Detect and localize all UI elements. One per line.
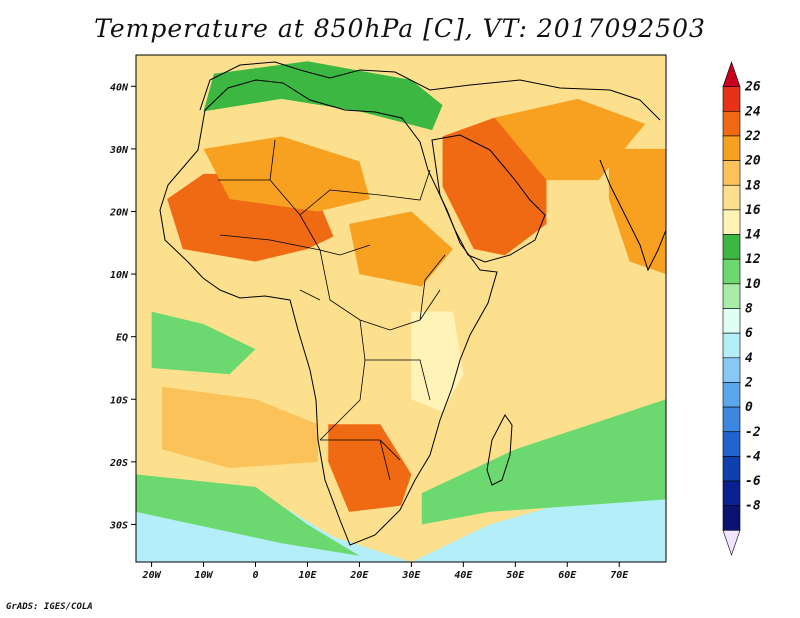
colorbar-label: 14 <box>745 228 761 243</box>
lat-tick-label: 20S <box>109 458 128 469</box>
lon-tick-label: 70E <box>610 570 629 581</box>
temperature-region <box>161 386 318 469</box>
lon-tick-label: 20E <box>349 570 369 581</box>
colorbar-swatch <box>722 283 741 309</box>
colorbar-swatch <box>722 480 741 506</box>
country-borders <box>218 139 446 481</box>
colorbar-swatch <box>722 61 741 87</box>
lon-tick-label: 50E <box>506 570 525 581</box>
colorbar-swatch <box>722 234 741 260</box>
colorbar-label: 18 <box>745 178 761 193</box>
colorbar-swatch <box>722 382 741 408</box>
temperature-region <box>328 424 412 512</box>
colorbar-label: 8 <box>745 302 753 317</box>
axis-ticks: 20W 10W 0 10E 20E 30E 40E 50E 60E 70E 40N 30N 20N 10N… <box>109 82 629 581</box>
continent-outlines <box>159 61 666 546</box>
colorbar-swatch <box>722 86 741 112</box>
colorbar-swatch <box>722 431 741 457</box>
lat-tick-label: 30S <box>109 520 128 531</box>
lon-tick-label: 40E <box>454 570 473 581</box>
temperature-region <box>349 211 453 287</box>
lon-tick-label: 20W <box>142 570 162 581</box>
lon-tick-label: 60E <box>558 570 577 581</box>
colorbar-label: 0 <box>745 400 753 415</box>
credit-label: GrADS: IGES/COLA <box>6 602 93 612</box>
colorbar-label: -2 <box>745 425 761 440</box>
colorbar-swatch <box>722 258 741 285</box>
colorbar-swatch <box>722 530 741 556</box>
colorbar-swatch <box>722 406 741 433</box>
colorbar-swatch <box>722 308 741 334</box>
colorbar-swatch <box>722 505 741 531</box>
temperature-region <box>494 98 646 181</box>
colorbar-swatch <box>722 357 741 383</box>
lon-tick-label: 10W <box>195 570 214 581</box>
africa-coastline <box>159 79 498 546</box>
colorbar-swatch <box>722 209 741 235</box>
colorbar-label: 10 <box>745 277 761 292</box>
temperature-region <box>203 61 443 131</box>
arabia-coastline <box>431 134 546 263</box>
lat-tick-label: 20N <box>109 207 129 218</box>
madagascar-coastline <box>486 414 513 486</box>
temperature-region <box>442 117 547 256</box>
lat-tick-label: EQ <box>116 333 128 344</box>
temperature-region <box>411 311 464 412</box>
colorbar-label: 24 <box>744 104 761 119</box>
colorbar-swatch <box>722 184 741 211</box>
temperature-region <box>203 136 370 212</box>
temperature-field <box>136 55 666 562</box>
india-coastline <box>599 159 666 272</box>
colorbar-swatch <box>722 160 741 186</box>
temperature-region <box>151 311 256 375</box>
colorbar-label: 12 <box>745 252 761 267</box>
lon-tick-label: 0 <box>252 570 258 581</box>
temperature-region <box>489 224 666 362</box>
lat-tick-label: 30N <box>109 145 129 156</box>
colorbar-label: 4 <box>745 351 753 366</box>
colorbar-swatch <box>722 332 741 359</box>
colorbar-label: 2 <box>744 375 753 390</box>
lat-tick-label: 10N <box>110 270 129 281</box>
eurasia-coastline <box>199 61 661 121</box>
colorbar-label: 22 <box>744 129 761 144</box>
temperature-region <box>421 399 666 525</box>
lon-tick-label: 30E <box>401 570 421 581</box>
colorbar-label: -6 <box>745 474 761 489</box>
map-title: Temperature at 850hPa [C], VT: 201709250… <box>94 14 706 43</box>
colorbar-label: 16 <box>745 203 761 218</box>
lat-tick-label: 40N <box>110 82 129 93</box>
colorbar-swatch <box>722 111 741 137</box>
colorbar-label: -8 <box>745 499 761 514</box>
lat-tick-label: 10S <box>110 395 128 406</box>
colorbar-swatch <box>722 456 741 482</box>
colorbar-label: 6 <box>745 326 753 341</box>
colorbar-swatch <box>722 135 741 161</box>
temperature-region <box>136 474 360 556</box>
colorbar-label: 20 <box>744 154 761 169</box>
plot-frame <box>135 54 667 563</box>
lon-tick-label: 10E <box>298 570 317 581</box>
colorbar-label: -4 <box>745 449 761 464</box>
temperature-region <box>608 148 666 275</box>
colorbar-label: 26 <box>744 80 761 95</box>
